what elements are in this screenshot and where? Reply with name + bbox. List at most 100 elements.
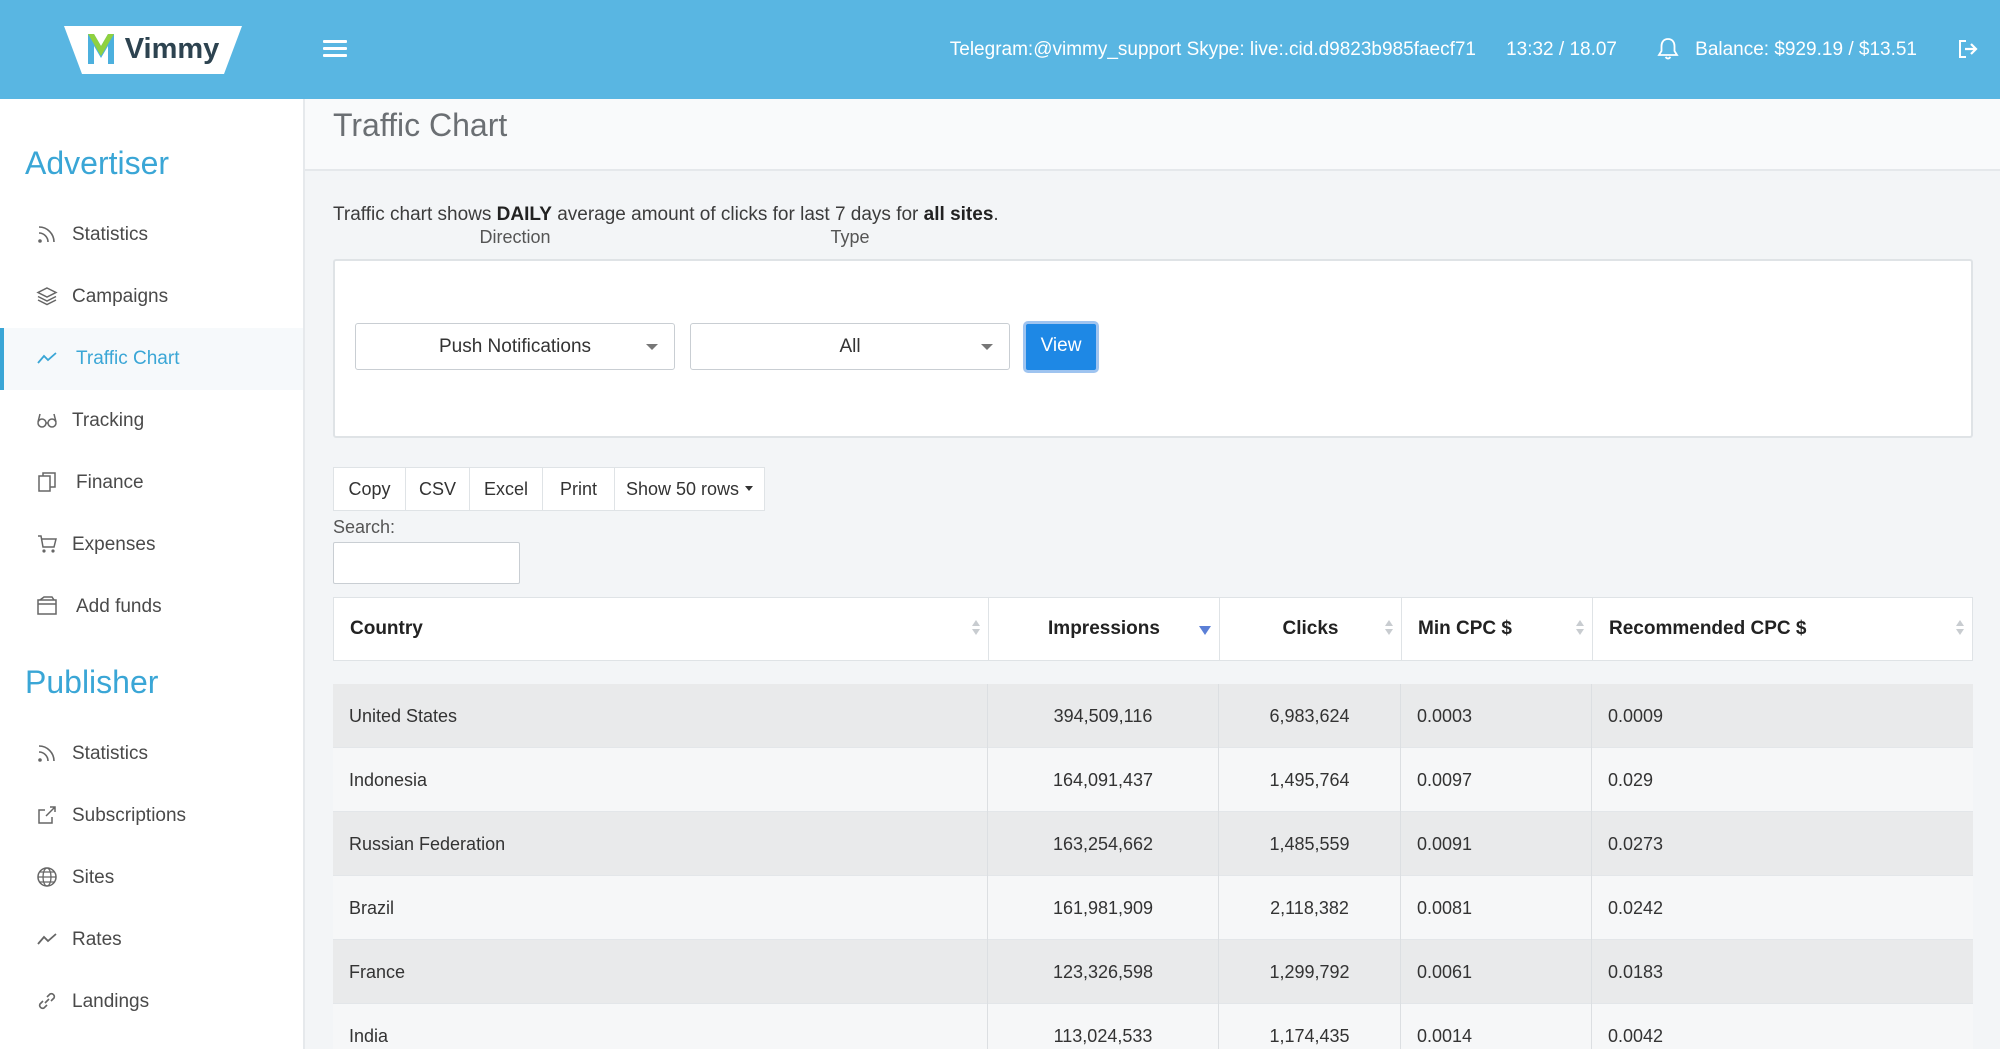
search-input[interactable] [333,542,520,584]
direction-value: Push Notifications [438,336,592,357]
sidebar-item-label: Tracking [72,410,145,431]
cell-recommended-cpc: 0.0273 [1608,834,1664,854]
csv-button[interactable]: CSV [406,467,470,511]
sidebar-item-label: Add funds [76,596,162,617]
cell-impressions: 161,981,909 [988,876,1219,940]
column-header-country[interactable]: Country [334,598,989,660]
sidebar-item-campaigns[interactable]: Campaigns [0,266,303,328]
show-rows-dropdown[interactable]: Show 50 rows [615,467,765,511]
trend-line-icon [37,933,57,945]
account-balance: Balance: $929.19 / $13.51 [1695,39,1917,60]
type-select[interactable]: All [690,323,1010,370]
table-header: Country Impressions Clicks Min CPC $ Rec… [333,597,1973,661]
column-header-clicks[interactable]: Clicks [1220,598,1402,660]
link-icon [38,992,56,1010]
column-header-impressions[interactable]: Impressions [989,598,1220,660]
sidebar-item-pub-statistics[interactable]: Statistics [0,723,303,785]
logout-icon[interactable] [1957,38,1979,60]
cell-country: Brazil [333,876,988,940]
cell-clicks: 1,485,559 [1219,812,1401,876]
advertiser-heading: Advertiser [25,145,170,181]
cell-recommended-cpc: 0.029 [1608,770,1654,790]
publisher-heading: Publisher [25,664,159,700]
title-bar: Traffic Chart [305,99,2000,171]
rss-icon [38,745,55,762]
search-label: Search: [333,517,396,537]
direction-select[interactable]: Push Notifications [355,323,675,370]
cell-clicks: 1,299,792 [1219,940,1401,1004]
type-label: Type [830,227,870,247]
sidebar-item-label: Expenses [72,534,156,555]
cell-impressions: 113,024,533 [988,1004,1219,1049]
main-content: Traffic Chart Traffic chart shows DAILY … [305,99,2000,1049]
cell-recommended-cpc: 0.0242 [1608,898,1664,918]
chevron-down-icon [646,344,658,350]
cell-country: Indonesia [333,748,988,812]
table-row: Brazil 161,981,909 2,118,382 0.0081 0.0242 [333,876,1973,940]
sidebar-item-label: Traffic Chart [76,348,180,369]
type-value: All [839,336,861,357]
page-description: Traffic chart shows DAILY average amount… [333,204,999,225]
sidebar-item-label: Statistics [72,224,149,245]
cell-country: United States [333,684,988,748]
sidebar-item-label: Sites [72,867,115,888]
sidebar-item-label: Rates [72,929,122,950]
rss-icon [38,226,55,243]
sort-desc-icon [1199,626,1211,635]
cell-min-cpc: 0.0061 [1401,940,1592,1004]
table-row: Russian Federation 163,254,662 1,485,559 0.… [333,812,1973,876]
excel-button[interactable]: Excel [470,467,543,511]
logo[interactable] [64,24,242,76]
menu-toggle-icon[interactable] [323,40,347,60]
cart-icon [38,535,57,553]
share-icon [38,806,56,824]
column-header-min-cpc[interactable]: Min CPC $ [1402,598,1593,660]
column-header-recommended-cpc[interactable]: Recommended CPC $ [1593,598,1972,660]
sidebar-item-label: Statistics [72,743,149,764]
sort-icon [1956,620,1964,638]
sort-icon [1385,620,1393,638]
sidebar-item-add-funds[interactable]: Add funds [0,576,303,638]
sidebar-item-expenses[interactable]: Expenses [0,514,303,576]
view-button[interactable]: View [1023,321,1099,373]
print-button[interactable]: Print [543,467,615,511]
wallet-icon [37,596,57,615]
copy-button[interactable]: Copy [333,467,406,511]
globe-icon [37,867,57,887]
documents-icon [38,472,56,492]
sidebar-item-subscriptions[interactable]: Subscriptions [0,785,303,847]
sort-icon [972,620,980,638]
support-contacts: Telegram:@vimmy_support Skype: live:.cid… [949,39,1476,60]
cell-impressions: 163,254,662 [988,812,1219,876]
cell-recommended-cpc: 0.0009 [1608,706,1664,726]
sidebar-item-tracking[interactable]: Tracking [0,390,303,452]
sidebar-item-traffic-chart[interactable]: Traffic Chart [0,328,303,390]
page-title: Traffic Chart [333,107,508,143]
cell-min-cpc: 0.0014 [1401,1004,1592,1049]
cell-clicks: 1,174,435 [1219,1004,1401,1049]
cell-min-cpc: 0.0081 [1401,876,1592,940]
bell-icon[interactable] [1657,37,1679,61]
sidebar-item-sites[interactable]: Sites [0,847,303,909]
sidebar-item-label: Landings [72,991,150,1012]
trend-line-icon [37,352,57,364]
cell-min-cpc: 0.0003 [1401,684,1592,748]
sidebar-item-finance[interactable]: Finance [0,452,303,514]
sidebar: Advertiser Statistics Campaigns Traffic … [0,99,305,1049]
table-row: India 113,024,533 1,174,435 0.0014 0.0042 [333,1004,1973,1049]
layers-icon [36,287,58,306]
server-time: 13:32 / 18.07 [1506,39,1617,60]
cell-recommended-cpc: 0.0183 [1608,962,1664,982]
sidebar-item-adv-statistics[interactable]: Statistics [0,204,303,266]
cell-clicks: 6,983,624 [1219,684,1401,748]
cell-min-cpc: 0.0097 [1401,748,1592,812]
sort-icon [1576,620,1584,638]
export-toolbar: Copy CSV Excel Print Show 50 rows [333,467,765,511]
cell-clicks: 1,495,764 [1219,748,1401,812]
sidebar-item-landings[interactable]: Landings [0,971,303,1033]
table-row: France 123,326,598 1,299,792 0.0061 0.0183 [333,940,1973,1004]
chevron-down-icon [981,344,993,350]
sidebar-item-rates[interactable]: Rates [0,909,303,971]
sidebar-item-label: Subscriptions [72,805,187,826]
cell-country: France [333,940,988,1004]
